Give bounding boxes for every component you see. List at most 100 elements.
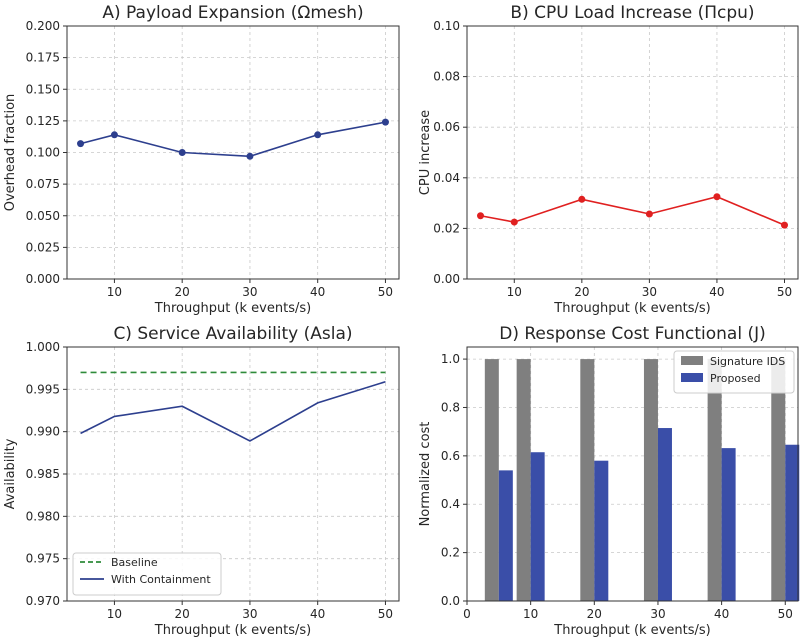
bar-signature-ids [771, 359, 786, 601]
legend-swatch [681, 356, 703, 365]
y-tick-label: 0.970 [26, 594, 60, 608]
bar-proposed [785, 444, 800, 601]
x-axis-label: Throughput (k events/s) [154, 623, 311, 638]
data-point [381, 118, 389, 126]
data-point [780, 221, 788, 229]
x-tick-label: 40 [310, 285, 325, 299]
x-tick-label: 20 [175, 285, 190, 299]
data-point [578, 195, 586, 203]
y-tick-label: 0.990 [26, 425, 60, 439]
y-axis-label: Overhead fraction [3, 94, 18, 212]
legend-swatch [681, 373, 703, 382]
data-point [645, 210, 653, 218]
legend-label: Proposed [710, 372, 761, 385]
x-tick-label: 30 [242, 607, 257, 621]
x-tick-label: 40 [709, 285, 724, 299]
y-tick-label: 0.100 [26, 146, 60, 160]
x-tick-label: 30 [650, 607, 665, 621]
x-tick-label: 10 [107, 285, 122, 299]
chart-title: D) Response Cost Functional (J) [499, 324, 766, 344]
x-axis-label: Throughput (k events/s) [154, 301, 311, 316]
y-tick-label: 0.025 [26, 240, 60, 254]
bar-signature-ids [516, 359, 531, 601]
y-tick-label: 0.02 [433, 221, 460, 235]
bar-signature-ids [580, 359, 595, 601]
bar-signature-ids [643, 359, 658, 601]
y-tick-label: 1.0 [441, 352, 460, 366]
data-point [77, 140, 85, 148]
data-point [713, 193, 721, 201]
y-tick-label: 1.000 [26, 340, 60, 354]
x-axis-label: Throughput (k events/s) [553, 623, 710, 638]
y-tick-label: 0.200 [26, 19, 60, 33]
y-tick-label: 0.08 [433, 70, 460, 84]
x-axis-label: Throughput (k events/s) [553, 301, 710, 316]
y-tick-label: 0.975 [26, 552, 60, 566]
x-tick-label: 40 [714, 607, 729, 621]
legend-box [72, 552, 222, 596]
y-tick-label: 0.000 [26, 272, 60, 286]
bar-proposed [594, 460, 609, 601]
panel-response-cost: 0.0 0.2 0.4 0.6 0.8 1.0 0 10 20 30 40 50 D) Response… [418, 324, 800, 638]
legend-label: Signature IDS [710, 355, 785, 368]
chart-title: C) Service Availability (Asla) [113, 324, 352, 344]
data-point [314, 131, 322, 139]
y-tick-label: 0.980 [26, 509, 60, 523]
x-tick-label: 20 [587, 607, 602, 621]
chart-title: B) CPU Load Increase (Πcpu) [510, 3, 754, 23]
bar-proposed [657, 428, 672, 601]
y-tick-label: 0.2 [441, 546, 460, 560]
axes-frame [466, 346, 799, 602]
y-tick-label: 0.075 [26, 177, 60, 191]
axes-frame [466, 25, 799, 280]
series-line-overhead [80, 121, 386, 158]
x-tick-label: 40 [310, 607, 325, 621]
x-tick-label: 50 [778, 607, 793, 621]
bar-proposed [498, 470, 513, 601]
y-tick-label: 0.985 [26, 467, 60, 481]
y-tick-label: 0.4 [441, 497, 460, 511]
y-axis-label: Normalized cost [418, 422, 433, 527]
y-tick-label: 0.150 [26, 82, 60, 96]
x-tick-label: 20 [574, 285, 589, 299]
bar-signature-ids [707, 359, 722, 601]
data-point [178, 149, 186, 156]
x-tick-label: 10 [507, 285, 522, 299]
y-tick-label: 0.995 [26, 382, 60, 396]
x-tick-label: 10 [523, 607, 538, 621]
x-tick-label: 50 [378, 285, 393, 299]
panel-cpu-load: 0.00 0.02 0.04 0.06 0.08 0.10 10 20 30 40 50 B) CPU… [418, 3, 799, 316]
y-tick-label: 0.050 [26, 209, 60, 223]
x-tick-label: 50 [777, 285, 792, 299]
chart-title: A) Payload Expansion (Ωmesh) [102, 3, 363, 23]
x-tick-label: 10 [107, 607, 122, 621]
series-line-cpu-increase [480, 195, 785, 226]
data-point [110, 131, 118, 139]
y-tick-label: 0.06 [433, 120, 460, 134]
y-tick-label: 0.04 [433, 171, 460, 185]
axes-frame [66, 25, 400, 280]
bar-signature-ids [484, 359, 499, 601]
y-tick-label: 0.175 [26, 51, 60, 65]
y-axis-label: CPU increase [418, 110, 433, 195]
data-point [510, 218, 518, 226]
y-tick-label: 0.00 [433, 272, 460, 286]
x-tick-label: 20 [175, 607, 190, 621]
legend-label: Baseline [111, 556, 158, 569]
y-tick-label: 0.0 [441, 594, 460, 608]
x-tick-label: 0 [463, 607, 471, 621]
y-tick-label: 0.8 [441, 400, 460, 414]
panel-payload-expansion: 0.000 0.025 0.050 0.075 0.100 0.125 0.150 0.175… [3, 3, 400, 316]
data-point [246, 152, 254, 160]
x-tick-label: 50 [378, 607, 393, 621]
data-point [477, 212, 485, 220]
legend-box [673, 350, 795, 394]
panel-service-availability: 0.970 0.975 0.980 0.985 0.990 0.995 1.000 10 20 3… [3, 324, 400, 638]
axes-frame [66, 346, 400, 602]
bar-proposed [530, 452, 545, 601]
y-tick-label: 0.125 [26, 114, 60, 128]
y-axis-label: Availability [3, 438, 18, 509]
bar-proposed [721, 448, 736, 601]
series-line-with-containment [80, 380, 386, 442]
